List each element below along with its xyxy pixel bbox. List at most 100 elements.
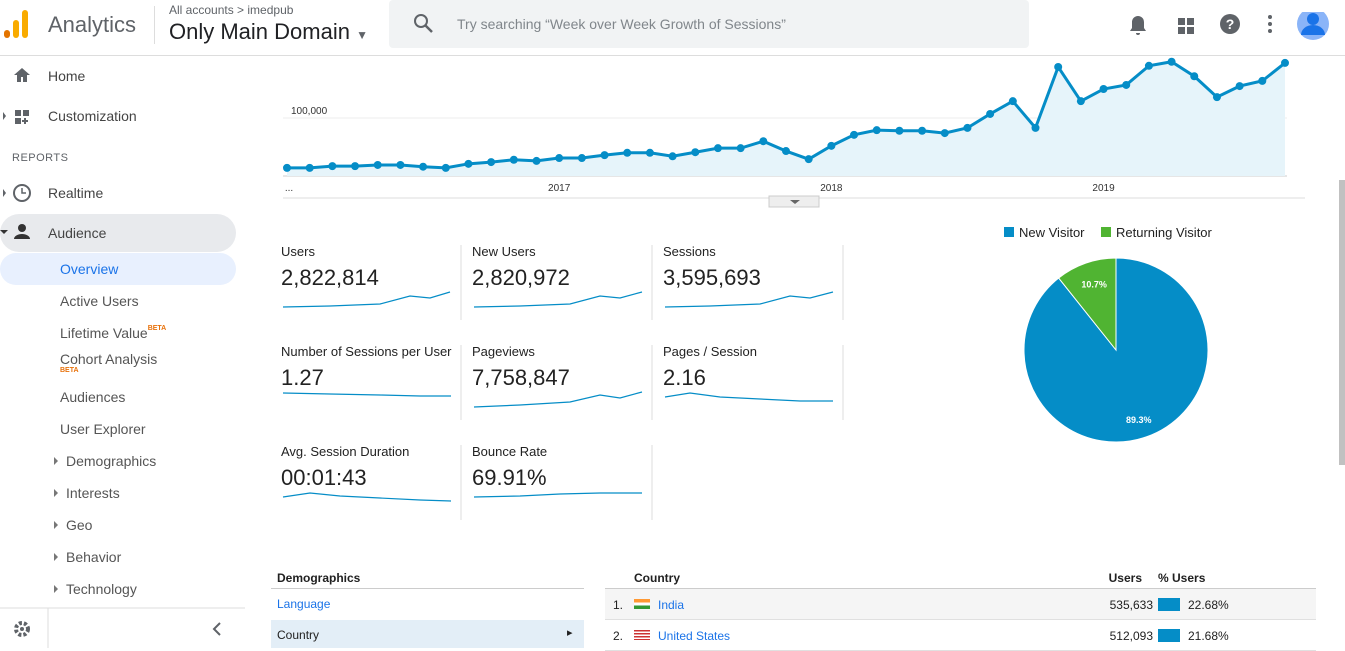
search-placeholder: Try searching “Week over Week Growth of … [457,16,786,32]
table-header: Country Users % Users [605,571,1316,589]
metric-value: 00:01:43 [281,465,367,490]
pct: 22.68% [1188,598,1229,612]
point [804,155,813,164]
point [1031,123,1040,132]
demo-link[interactable]: Language [277,597,331,611]
nav-item[interactable]: Audiences [60,389,125,405]
search-icon [414,14,433,33]
point [487,158,496,167]
x-tick-label: 2019 [1092,183,1115,194]
notifications[interactable] [1130,16,1146,35]
nav-item[interactable]: Lifetime ValueBETA [60,325,166,341]
nav-item[interactable]: Active Users [60,293,139,309]
legend-label[interactable]: New Visitor [1019,225,1085,240]
nav-label: Lifetime Value [60,325,148,341]
nav-item[interactable]: Demographics [66,453,156,469]
apps[interactable] [1178,18,1194,34]
demographics-heading: Demographics [277,571,361,585]
col-header[interactable]: Country [634,571,680,585]
x-tick-label: 2018 [820,183,843,194]
users: 512,093 [1109,629,1153,643]
product: Analytics [48,12,137,37]
col-header[interactable]: Users [1108,571,1142,585]
nav-item[interactable]: Overview [60,261,118,277]
demo-link[interactable]: Country [277,628,320,642]
metric-label[interactable]: Sessions [663,244,716,259]
nav-item[interactable]: Behavior [66,549,121,565]
point [782,147,790,156]
point [283,163,291,172]
metric-label[interactable]: Users [281,244,315,259]
help[interactable]: ? [1220,14,1240,34]
point [872,126,881,135]
breadcrumb-root[interactable]: All accounts [169,3,234,17]
avatar[interactable] [1297,12,1329,40]
logo [4,10,28,38]
metric-label[interactable]: Bounce Rate [472,444,548,459]
point [963,123,972,132]
point [918,126,927,135]
search-box[interactable]: Try searching “Week over Week Growth of … [389,0,1029,48]
col-header[interactable]: % Users [1158,571,1206,585]
nav-label: Cohort Analysis [60,351,158,367]
metric-label[interactable]: Avg. Session Duration [281,444,410,459]
nav-item[interactable]: Technology [66,581,137,597]
nav-item[interactable]: Interests [66,485,120,501]
metric-label[interactable]: New Users [472,244,536,259]
flag [634,599,650,609]
country-link[interactable]: United States [658,629,731,643]
metric-value: 2.16 [663,365,706,390]
sparklines [282,291,834,502]
point [1054,62,1063,71]
nav-item[interactable]: Geo [66,517,92,533]
point [1122,80,1131,89]
country-link[interactable]: India [658,598,685,612]
slice-label: 89.3% [1126,415,1152,425]
metric-label[interactable]: Pages / Session [663,344,757,359]
settings[interactable] [14,621,30,637]
point [1258,76,1267,85]
nav-label: Behavior [66,549,122,565]
metric-label[interactable]: Number of Sessions per User [281,344,452,359]
point [577,154,586,163]
nav-item[interactable]: Cohort Analysis BETA [60,351,158,374]
point [827,141,836,150]
nav-home[interactable]: Home [48,68,86,84]
flag [634,630,650,640]
collapse-arrow [790,200,800,204]
legend-swatch [1004,227,1014,237]
svg-text:?: ? [1226,16,1235,32]
legend-label[interactable]: Returning Visitor [1116,225,1213,240]
account[interactable]: imedpub [247,3,294,17]
point [351,162,360,171]
pie-slice[interactable] [1057,257,1117,352]
nav-label: Geo [66,517,93,533]
point [600,151,609,160]
view-selector[interactable]: Only Main Domain ▼ [169,19,368,44]
slice-label: 10.7% [1081,279,1107,289]
nav-customization[interactable]: Customization [48,108,137,124]
collapse-sidebar[interactable] [212,622,221,636]
demographics-title: Demographics [271,571,584,589]
point [419,162,428,171]
x-tick-label: ... [285,183,293,194]
legend-swatch [1101,227,1111,237]
metric-value: 2,822,814 [281,265,379,290]
point [1167,57,1176,66]
point [713,144,722,153]
point [396,160,405,169]
beta-badge: BETA [147,325,167,332]
users: 535,633 [1109,598,1153,612]
more[interactable] [1268,15,1272,33]
breadcrumb[interactable]: All accounts > imedpub [169,3,294,17]
nav-realtime[interactable]: Realtime [48,185,104,201]
nav-item[interactable]: User Explorer [60,421,146,437]
rank: 1. [613,598,624,612]
point [532,156,541,165]
nav-audience[interactable]: Audience [48,225,107,241]
point [940,129,949,138]
metric-label[interactable]: Pageviews [472,344,535,359]
scrollbar[interactable] [1339,180,1345,465]
demo-selected[interactable]: Country ▸ [271,620,584,648]
